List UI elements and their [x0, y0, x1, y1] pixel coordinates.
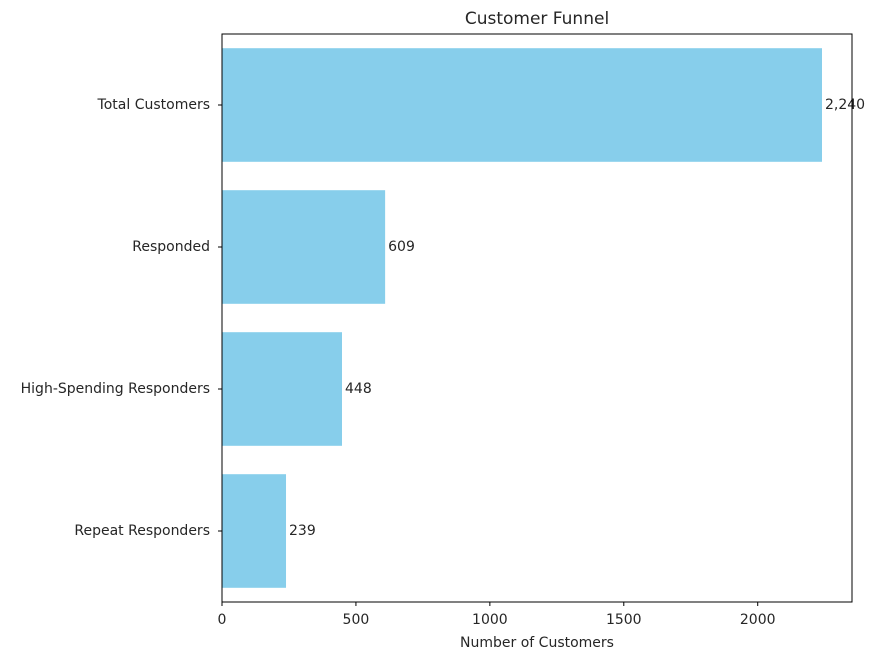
x-axis-label: Number of Customers	[460, 635, 614, 651]
data-label-repeat-responders: 239	[289, 523, 316, 539]
x-axis: 0 500 1000 1500 2000	[218, 602, 776, 628]
plot-area-frame	[221, 33, 853, 603]
x-tick-label-1000: 1000	[472, 612, 508, 628]
y-tick-label-repeat-responders: Repeat Responders	[74, 523, 210, 539]
y-tick-label-responded: Responded	[132, 239, 210, 255]
bar-responded	[222, 190, 386, 304]
bar-total-customers	[222, 48, 822, 162]
bar-repeat-responders	[222, 474, 287, 588]
bar-high-spending-responders	[222, 332, 342, 446]
y-tick-label-high-spending-responders: High-Spending Responders	[21, 381, 210, 397]
y-tick-label-total-customers: Total Customers	[97, 97, 210, 113]
data-label-responded: 609	[388, 239, 415, 255]
chart-title: Customer Funnel	[465, 9, 609, 29]
data-label-high-spending-responders: 448	[345, 381, 372, 397]
x-tick-label-500: 500	[343, 612, 370, 628]
data-label-total-customers: 2,240	[825, 97, 865, 113]
x-tick-label-1500: 1500	[606, 612, 642, 628]
x-tick-label-2000: 2000	[740, 612, 776, 628]
y-axis: Total Customers Responded High-Spending Re…	[21, 97, 222, 539]
bars-layer: 2,240 609 448 239	[222, 48, 865, 588]
x-tick-label-0: 0	[218, 612, 227, 628]
